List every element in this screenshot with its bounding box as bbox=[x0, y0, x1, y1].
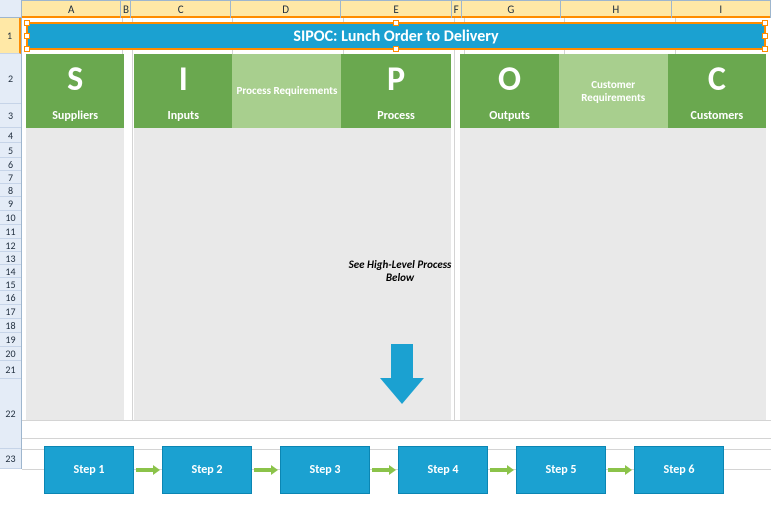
sipoc-requirements: Process Requirements bbox=[232, 54, 341, 420]
step-box-3[interactable]: Step 3 bbox=[280, 446, 370, 494]
title-cell[interactable]: SIPOC: Lunch Order to Delivery bbox=[26, 22, 766, 50]
column-header-F[interactable]: F bbox=[452, 1, 462, 17]
step-arrow-icon bbox=[370, 465, 398, 475]
step-arrow-icon bbox=[488, 465, 516, 475]
step-arrow-icon bbox=[606, 465, 634, 475]
sipoc-letter: S bbox=[26, 54, 124, 104]
sipoc-body[interactable] bbox=[668, 128, 766, 420]
row-header-23[interactable]: 23 bbox=[0, 449, 21, 469]
sipoc-body[interactable] bbox=[26, 128, 124, 420]
row-header-8[interactable]: 8 bbox=[0, 184, 21, 197]
selection-handle[interactable] bbox=[24, 46, 30, 52]
select-all-corner[interactable] bbox=[0, 0, 22, 18]
row-header-21[interactable]: 21 bbox=[0, 361, 21, 379]
requirements-label: Process Requirements bbox=[232, 54, 341, 128]
sipoc-label: Process bbox=[341, 104, 450, 128]
step-arrow-icon bbox=[134, 465, 162, 475]
column-header-E[interactable]: E bbox=[341, 1, 451, 17]
sipoc-label: Inputs bbox=[134, 104, 232, 128]
column-headers: ABCDEFGHI bbox=[22, 0, 771, 18]
selection-handle[interactable] bbox=[762, 33, 768, 39]
spreadsheet: ABCDEFGHI 123456789101112131415161718192… bbox=[0, 0, 771, 520]
sipoc-body[interactable] bbox=[559, 128, 668, 420]
step-box-6[interactable]: Step 6 bbox=[634, 446, 724, 494]
row-header-19[interactable]: 19 bbox=[0, 333, 21, 347]
column-header-A[interactable]: A bbox=[22, 1, 121, 17]
step-box-4[interactable]: Step 4 bbox=[398, 446, 488, 494]
row-header-7[interactable]: 7 bbox=[0, 171, 21, 184]
selection-handle[interactable] bbox=[24, 20, 30, 26]
step-box-5[interactable]: Step 5 bbox=[516, 446, 606, 494]
step-box-2[interactable]: Step 2 bbox=[162, 446, 252, 494]
process-steps: Step 1 Step 2 Step 3 Step 4 Step 5 Step 6 bbox=[44, 446, 724, 494]
row-header-11[interactable]: 11 bbox=[0, 225, 21, 239]
selection-handle[interactable] bbox=[762, 20, 768, 26]
row-header-2[interactable]: 2 bbox=[0, 54, 21, 104]
row-header-4[interactable]: 4 bbox=[0, 128, 21, 143]
selection-handle[interactable] bbox=[393, 46, 399, 52]
selection-handle[interactable] bbox=[762, 46, 768, 52]
row-header-13[interactable]: 13 bbox=[0, 252, 21, 265]
row-header-9[interactable]: 9 bbox=[0, 197, 21, 211]
row-header-10[interactable]: 10 bbox=[0, 211, 21, 225]
row-headers: 1234567891011121314151617181920212223 bbox=[0, 18, 22, 469]
column-header-D[interactable]: D bbox=[231, 1, 341, 17]
selection-handle[interactable] bbox=[24, 33, 30, 39]
sipoc-label: Customers bbox=[668, 104, 766, 128]
sipoc-col-O: OOutputs bbox=[460, 54, 558, 420]
sipoc-letter: C bbox=[668, 54, 766, 104]
sipoc-letter: O bbox=[460, 54, 558, 104]
column-header-G[interactable]: G bbox=[462, 1, 561, 17]
row-header-1[interactable]: 1 bbox=[0, 18, 21, 54]
title-text: SIPOC: Lunch Order to Delivery bbox=[293, 27, 498, 46]
requirements-label: Customer Requirements bbox=[559, 54, 668, 128]
sipoc-label: Suppliers bbox=[26, 104, 124, 128]
sipoc-gap bbox=[451, 54, 461, 420]
step-arrow-icon bbox=[252, 465, 280, 475]
sipoc-col-C: CCustomers bbox=[668, 54, 766, 420]
column-header-C[interactable]: C bbox=[131, 1, 230, 17]
row-header-12[interactable]: 12 bbox=[0, 239, 21, 252]
sipoc-gap bbox=[124, 54, 134, 420]
row-header-14[interactable]: 14 bbox=[0, 265, 21, 278]
sipoc-requirements: Customer Requirements bbox=[559, 54, 668, 420]
sipoc-label: Outputs bbox=[460, 104, 558, 128]
row-header-15[interactable]: 15 bbox=[0, 278, 21, 291]
grid-area[interactable]: SIPOC: Lunch Order to Delivery SSupplier… bbox=[22, 18, 771, 520]
column-header-H[interactable]: H bbox=[561, 1, 671, 17]
sipoc-body[interactable] bbox=[232, 128, 341, 420]
row-header-20[interactable]: 20 bbox=[0, 347, 21, 361]
row-header-3[interactable]: 3 bbox=[0, 104, 21, 128]
sipoc-col-S: SSuppliers bbox=[26, 54, 124, 420]
down-arrow-icon bbox=[380, 344, 424, 404]
row-header-5[interactable]: 5 bbox=[0, 143, 21, 158]
column-header-I[interactable]: I bbox=[672, 1, 771, 17]
column-header-B[interactable]: B bbox=[121, 1, 131, 17]
sipoc-body[interactable] bbox=[134, 128, 232, 420]
step-box-1[interactable]: Step 1 bbox=[44, 446, 134, 494]
process-note: See High-Level Process Below bbox=[346, 258, 454, 284]
row-header-22[interactable]: 22 bbox=[0, 379, 21, 449]
sipoc-col-I: IInputs bbox=[134, 54, 232, 420]
row-header-18[interactable]: 18 bbox=[0, 319, 21, 333]
row-header-17[interactable]: 17 bbox=[0, 305, 21, 319]
selection-handle[interactable] bbox=[393, 20, 399, 26]
sipoc-letter: P bbox=[341, 54, 450, 104]
sipoc-body[interactable] bbox=[460, 128, 558, 420]
row-header-16[interactable]: 16 bbox=[0, 291, 21, 305]
sipoc-letter: I bbox=[134, 54, 232, 104]
row-header-6[interactable]: 6 bbox=[0, 158, 21, 171]
